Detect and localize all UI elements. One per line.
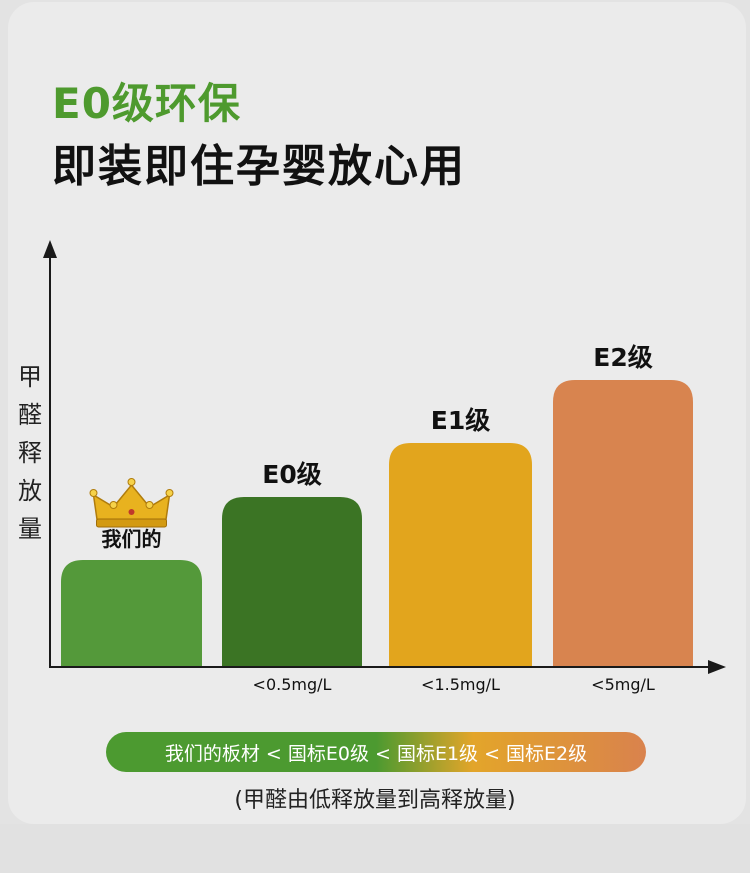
bottom-band	[0, 824, 750, 873]
comparison-note: (甲醛由低释放量到高释放量)	[234, 788, 516, 813]
y-axis-arrow	[43, 240, 57, 258]
comparison-text: 我们的板材 < 国标E0级 < 国标E1级 < 国标E2级	[164, 742, 588, 765]
bar-3	[553, 380, 693, 666]
bar-label-2: E1级	[431, 406, 490, 435]
y-axis-label-char: 醛	[18, 401, 42, 429]
bar-label-3: E2级	[593, 343, 652, 372]
bar-label-0: 我们的	[102, 527, 162, 551]
headline-eco-grade: E0级环保	[52, 79, 241, 128]
bar-label-1: E0级	[262, 460, 321, 489]
bar-1	[222, 497, 362, 666]
bar-2	[389, 443, 532, 666]
value-label-1: <0.5mg/L	[253, 675, 332, 694]
headline-safety: 即装即住孕婴放心用	[52, 141, 466, 192]
comparison-bar: 我们的板材 < 国标E0级 < 国标E1级 < 国标E2级	[106, 732, 646, 772]
y-axis-label-char: 释	[18, 439, 42, 467]
y-axis-label: 甲醛释放量	[14, 358, 46, 548]
y-axis-label-char: 量	[18, 515, 42, 543]
y-axis-label-char: 放	[18, 477, 42, 505]
value-label-2: <1.5mg/L	[421, 675, 500, 694]
y-axis-label-char: 甲	[18, 363, 42, 391]
value-label-3: <5mg/L	[591, 675, 655, 694]
x-axis-arrow	[708, 660, 726, 674]
crown-icon	[89, 478, 174, 528]
bar-0	[61, 560, 202, 666]
